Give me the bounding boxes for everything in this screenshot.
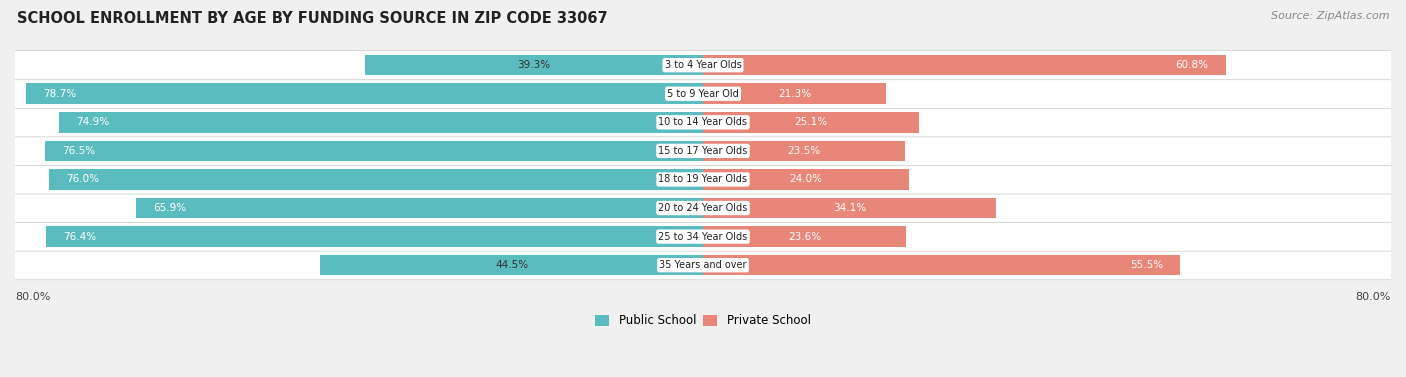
Text: 60.8%: 60.8%	[1175, 60, 1209, 70]
Text: 18 to 19 Year Olds: 18 to 19 Year Olds	[658, 175, 748, 184]
Bar	[27, 83, 703, 104]
Text: SCHOOL ENROLLMENT BY AGE BY FUNDING SOURCE IN ZIP CODE 33067: SCHOOL ENROLLMENT BY AGE BY FUNDING SOUR…	[17, 11, 607, 26]
Text: 74.9%: 74.9%	[76, 117, 110, 127]
Text: 76.5%: 76.5%	[62, 146, 96, 156]
FancyBboxPatch shape	[10, 108, 1396, 137]
Bar	[49, 169, 703, 190]
Text: 76.4%: 76.4%	[63, 231, 96, 242]
Bar	[366, 55, 703, 75]
Text: 78.7%: 78.7%	[44, 89, 76, 99]
FancyBboxPatch shape	[10, 251, 1396, 280]
Text: 15 to 17 Year Olds: 15 to 17 Year Olds	[658, 146, 748, 156]
Bar	[703, 169, 910, 190]
Text: 55.5%: 55.5%	[1130, 260, 1163, 270]
Text: 21.3%: 21.3%	[778, 89, 811, 99]
Text: 23.6%: 23.6%	[787, 231, 821, 242]
Bar	[321, 255, 703, 276]
Bar	[703, 112, 920, 133]
Bar	[45, 141, 703, 161]
Text: 80.0%: 80.0%	[1355, 292, 1391, 302]
FancyBboxPatch shape	[10, 222, 1396, 251]
FancyBboxPatch shape	[10, 51, 1396, 80]
Legend: Public School, Private School: Public School, Private School	[591, 310, 815, 332]
Bar	[703, 198, 997, 218]
Bar	[136, 198, 703, 218]
Text: 76.0%: 76.0%	[66, 175, 100, 184]
Text: 39.3%: 39.3%	[517, 60, 551, 70]
Text: 23.5%: 23.5%	[787, 146, 821, 156]
Bar	[703, 141, 905, 161]
FancyBboxPatch shape	[10, 136, 1396, 166]
Text: 80.0%: 80.0%	[15, 292, 51, 302]
Text: 3 to 4 Year Olds: 3 to 4 Year Olds	[665, 60, 741, 70]
Text: 20 to 24 Year Olds: 20 to 24 Year Olds	[658, 203, 748, 213]
FancyBboxPatch shape	[10, 193, 1396, 222]
Text: 65.9%: 65.9%	[153, 203, 187, 213]
FancyBboxPatch shape	[10, 79, 1396, 108]
Text: 44.5%: 44.5%	[495, 260, 529, 270]
Text: 10 to 14 Year Olds: 10 to 14 Year Olds	[658, 117, 748, 127]
Bar	[703, 83, 886, 104]
Text: Source: ZipAtlas.com: Source: ZipAtlas.com	[1271, 11, 1389, 21]
Bar	[59, 112, 703, 133]
Text: 24.0%: 24.0%	[790, 175, 823, 184]
Text: 25 to 34 Year Olds: 25 to 34 Year Olds	[658, 231, 748, 242]
Bar	[703, 226, 905, 247]
Text: 5 to 9 Year Old: 5 to 9 Year Old	[666, 89, 740, 99]
Bar	[703, 55, 1226, 75]
FancyBboxPatch shape	[10, 165, 1396, 194]
Text: 35 Years and over: 35 Years and over	[659, 260, 747, 270]
Bar	[703, 255, 1180, 276]
Text: 25.1%: 25.1%	[794, 117, 828, 127]
Bar	[46, 226, 703, 247]
Text: 34.1%: 34.1%	[834, 203, 866, 213]
